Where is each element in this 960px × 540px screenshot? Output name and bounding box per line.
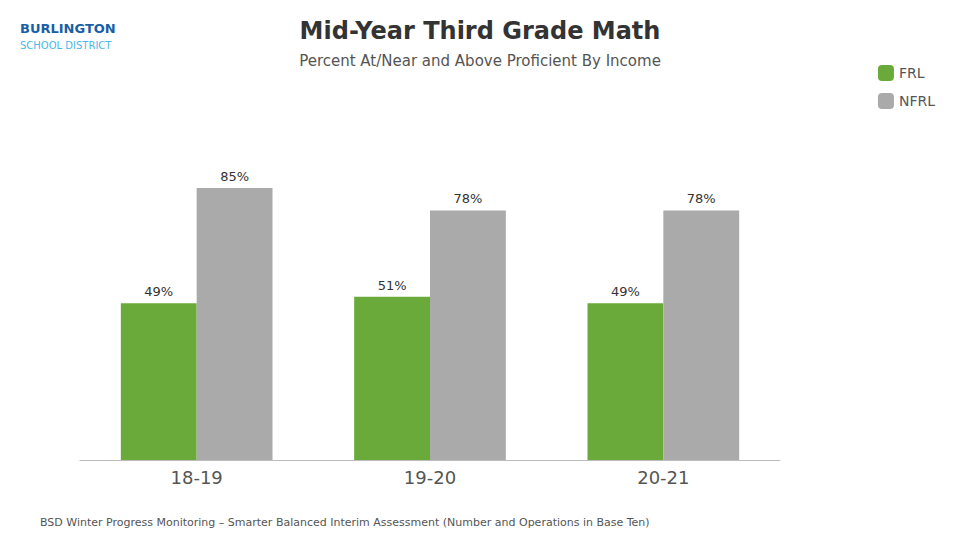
svg-text:BSD Winter Progress Monitoring: BSD Winter Progress Monitoring – Smarter… [40,516,650,529]
svg-text:51%: 51% [378,278,407,293]
svg-text:20-21: 20-21 [637,467,689,488]
svg-text:78%: 78% [453,191,482,206]
svg-text:BURLINGTON: BURLINGTON [20,21,116,36]
svg-text:Percent At/Near and Above Prof: Percent At/Near and Above Proficient By … [299,52,661,70]
svg-text:78%: 78% [687,191,716,206]
svg-text:85%: 85% [220,169,249,184]
svg-text:18-19: 18-19 [171,467,223,488]
svg-text:19-20: 19-20 [404,467,456,488]
svg-text:49%: 49% [144,284,173,299]
svg-text:49%: 49% [611,284,640,299]
svg-text:NFRL: NFRL [899,93,935,109]
svg-text:Mid-Year Third Grade Math: Mid-Year Third Grade Math [300,17,661,45]
svg-text:SCHOOL DISTRICT: SCHOOL DISTRICT [20,40,112,51]
svg-text:FRL: FRL [899,65,925,81]
